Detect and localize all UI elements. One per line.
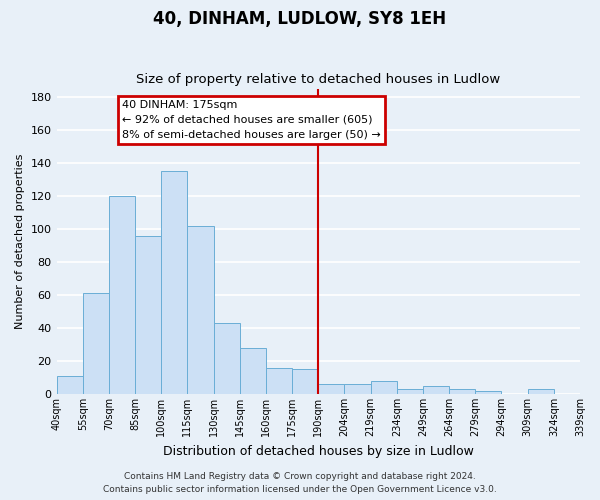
Bar [56,376,83,394]
Bar [423,386,449,394]
Bar [318,384,344,394]
Bar [187,226,214,394]
Bar [240,348,266,394]
Text: Contains HM Land Registry data © Crown copyright and database right 2024.
Contai: Contains HM Land Registry data © Crown c… [103,472,497,494]
Text: 40 DINHAM: 175sqm
← 92% of detached houses are smaller (605)
8% of semi-detached: 40 DINHAM: 175sqm ← 92% of detached hous… [122,100,381,140]
X-axis label: Distribution of detached houses by size in Ludlow: Distribution of detached houses by size … [163,444,474,458]
Bar [527,389,554,394]
Bar [161,171,187,394]
Bar [135,236,161,394]
Bar [371,381,397,394]
Y-axis label: Number of detached properties: Number of detached properties [15,154,25,329]
Bar [83,294,109,394]
Bar [214,323,240,394]
Bar [266,368,292,394]
Title: Size of property relative to detached houses in Ludlow: Size of property relative to detached ho… [136,73,500,86]
Bar [475,390,502,394]
Bar [449,389,475,394]
Bar [397,389,423,394]
Bar [344,384,371,394]
Bar [109,196,135,394]
Text: 40, DINHAM, LUDLOW, SY8 1EH: 40, DINHAM, LUDLOW, SY8 1EH [154,10,446,28]
Bar [292,369,318,394]
